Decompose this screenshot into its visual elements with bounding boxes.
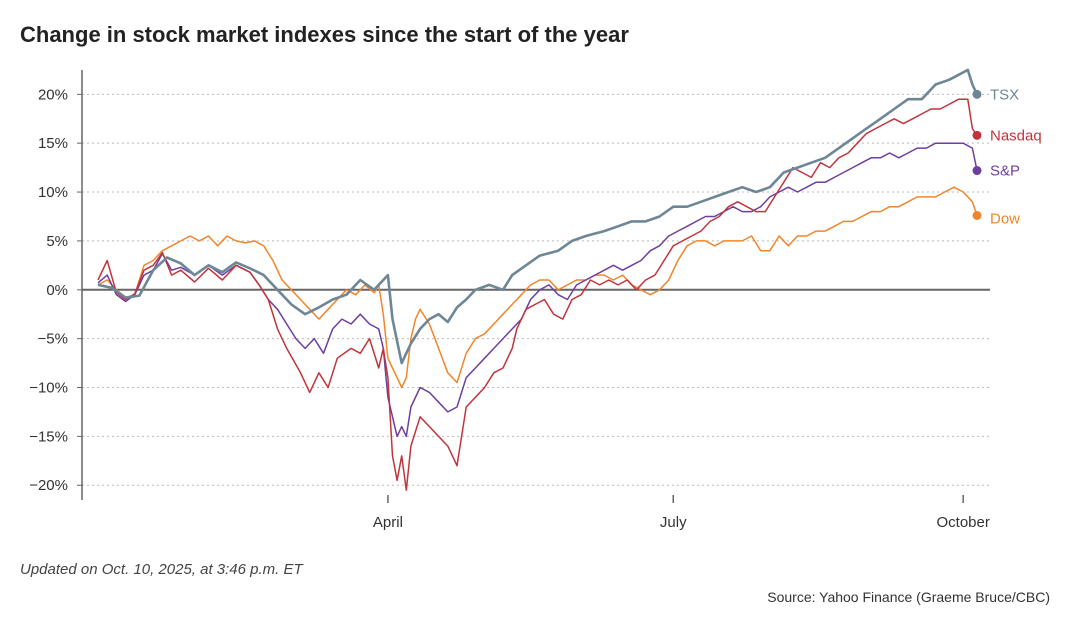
series-line-dow xyxy=(97,186,978,389)
series-label-tsx: TSX xyxy=(990,86,1019,103)
chart-title: Change in stock market indexes since the… xyxy=(20,22,629,47)
y-tick-label: 15% xyxy=(38,135,68,152)
axes: 20% 15% 10% 5% 0% −5% −10% −15% −20% April July Oct… xyxy=(29,70,990,531)
y-tick-label: 0% xyxy=(46,282,68,299)
y-tick-label: 5% xyxy=(46,233,68,250)
series-line-sp xyxy=(97,142,978,438)
y-tick-label: 10% xyxy=(38,184,68,201)
series-end-dot-tsx xyxy=(972,89,982,99)
y-tick-label: −5% xyxy=(38,331,68,348)
source-note: Source: Yahoo Finance (Graeme Bruce/CBC) xyxy=(767,589,1050,605)
x-tick-label: July xyxy=(660,514,687,531)
series-labels: TSX Nasdaq S&P Dow xyxy=(972,86,1042,228)
y-tick-label: −10% xyxy=(29,380,68,397)
grid-lines xyxy=(82,93,990,486)
series-line-nasdaq xyxy=(97,98,978,491)
x-tick-label: April xyxy=(373,514,403,531)
y-tick-label: 20% xyxy=(38,86,68,103)
series-label-dow: Dow xyxy=(990,211,1020,228)
series-end-dot-nasdaq xyxy=(972,130,982,140)
y-tick-label: −20% xyxy=(29,477,68,494)
series-line-tsx xyxy=(97,68,979,365)
y-tick-label: −15% xyxy=(29,428,68,445)
series-label-sp: S&P xyxy=(990,163,1020,180)
series-end-dot-dow xyxy=(972,211,982,220)
series-label-nasdaq: Nasdaq xyxy=(990,127,1042,144)
updated-note: Updated on Oct. 10, 2025, at 3:46 p.m. E… xyxy=(20,561,303,578)
x-tick-label: October xyxy=(937,514,990,531)
series-lines xyxy=(97,68,979,491)
series-end-dot-sp xyxy=(972,166,982,176)
